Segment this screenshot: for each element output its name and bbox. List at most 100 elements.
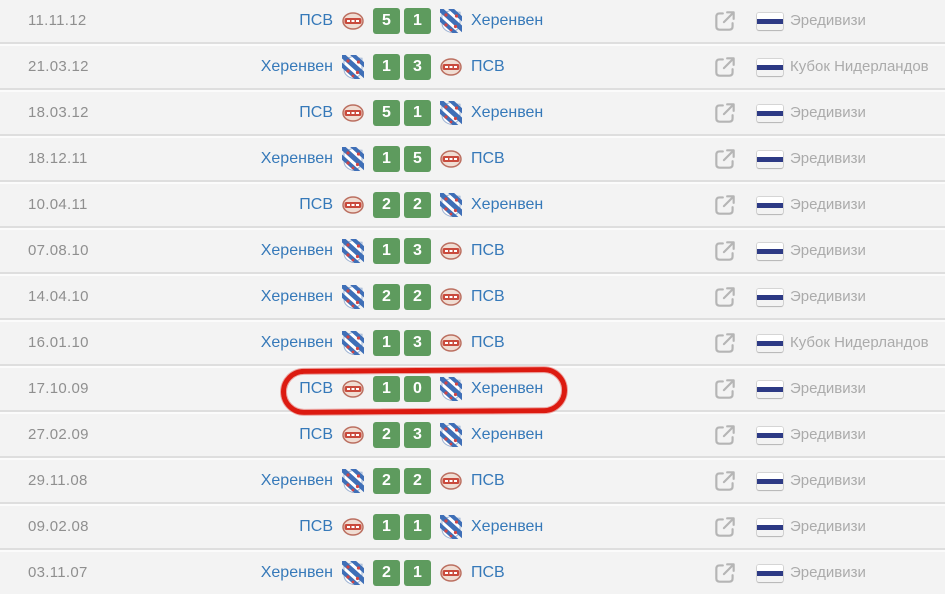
home-team-logo xyxy=(342,377,364,401)
external-link-icon[interactable] xyxy=(712,284,738,310)
away-team-link[interactable]: Херенвен xyxy=(471,12,544,29)
home-team-link[interactable]: Херенвен xyxy=(260,150,333,167)
home-team-link[interactable]: ПСВ xyxy=(299,104,333,121)
row-divider xyxy=(0,180,945,184)
external-link-icon[interactable] xyxy=(712,468,738,494)
away-team-link[interactable]: ПСВ xyxy=(471,564,505,581)
home-team-block: ПСВ xyxy=(299,92,400,134)
flag-blue-stripe xyxy=(757,248,783,255)
row-divider xyxy=(0,134,945,138)
home-team-block: Херенвен xyxy=(261,46,400,88)
home-team-block: ПСВ xyxy=(299,184,400,226)
home-team-link[interactable]: ПСВ xyxy=(299,12,333,29)
match-date: 16.01.10 xyxy=(28,334,89,351)
row-divider xyxy=(0,548,945,552)
heerenveen-club-logo-icon xyxy=(440,9,462,34)
away-team-link[interactable]: ПСВ xyxy=(471,288,505,305)
away-score: 1 xyxy=(404,560,431,586)
home-team-link[interactable]: ПСВ xyxy=(299,380,333,397)
psv-club-logo-icon xyxy=(440,564,462,582)
external-link-icon[interactable] xyxy=(712,238,738,264)
away-team-logo xyxy=(440,561,462,585)
match-row: 11.11.12 ПСВ xyxy=(0,0,945,42)
home-team-block: Херенвен xyxy=(261,460,400,502)
away-team-block: 1 xyxy=(404,92,543,134)
psv-club-logo-icon xyxy=(440,150,462,168)
away-score: 3 xyxy=(404,422,431,448)
match-row: 16.01.10 Херенвен xyxy=(0,322,945,364)
away-team-block: 3 xyxy=(404,46,505,88)
away-team-logo xyxy=(440,377,462,402)
home-team-link[interactable]: Херенвен xyxy=(260,242,333,259)
flag-white-stripe xyxy=(757,565,783,571)
psv-club-logo-icon xyxy=(342,196,364,214)
external-link-icon[interactable] xyxy=(712,514,738,540)
home-team-logo xyxy=(342,147,364,172)
home-team-logo xyxy=(342,55,364,80)
away-team-logo xyxy=(440,193,462,218)
away-team-link[interactable]: Херенвен xyxy=(471,426,544,443)
heerenveen-club-logo-icon xyxy=(440,193,462,218)
heerenveen-club-logo-icon xyxy=(342,147,364,172)
home-team-logo xyxy=(342,193,364,217)
league-name: Эредивизи xyxy=(790,242,866,259)
match-date: 27.02.09 xyxy=(28,426,89,443)
match-row: 03.11.07 Херенвен xyxy=(0,552,945,594)
away-team-block: 2 xyxy=(404,276,505,318)
home-team-link[interactable]: Херенвен xyxy=(260,564,333,581)
external-link-icon[interactable] xyxy=(712,560,738,586)
home-team-link[interactable]: ПСВ xyxy=(299,518,333,535)
home-score: 1 xyxy=(373,238,400,264)
away-team-link[interactable]: Херенвен xyxy=(471,196,544,213)
row-divider xyxy=(0,456,945,460)
home-team-link[interactable]: ПСВ xyxy=(299,196,333,213)
psv-club-logo-icon xyxy=(440,288,462,306)
home-score: 5 xyxy=(373,8,400,34)
heerenveen-club-logo-icon xyxy=(440,377,462,402)
psv-club-logo-icon xyxy=(440,334,462,352)
league-name: Эредивизи xyxy=(790,12,866,29)
netherlands-flag-icon xyxy=(757,427,783,444)
away-team-logo xyxy=(440,331,462,355)
external-link-icon[interactable] xyxy=(712,376,738,402)
away-team-link[interactable]: Херенвен xyxy=(471,518,544,535)
external-link-icon[interactable] xyxy=(712,54,738,80)
away-team-link[interactable]: Херенвен xyxy=(471,380,544,397)
away-score: 3 xyxy=(404,54,431,80)
heerenveen-club-logo-icon xyxy=(342,331,364,356)
row-divider xyxy=(0,502,945,506)
away-team-link[interactable]: Херенвен xyxy=(471,104,544,121)
match-date: 14.04.10 xyxy=(28,288,89,305)
away-team-logo xyxy=(440,55,462,79)
external-link-icon[interactable] xyxy=(712,330,738,356)
netherlands-flag-icon xyxy=(757,381,783,398)
away-team-link[interactable]: ПСВ xyxy=(471,58,505,75)
external-link-icon[interactable] xyxy=(712,422,738,448)
home-team-block: Херенвен xyxy=(261,138,400,180)
home-team-logo xyxy=(342,331,364,356)
away-team-link[interactable]: ПСВ xyxy=(471,334,505,351)
away-score: 3 xyxy=(404,238,431,264)
home-team-link[interactable]: Херенвен xyxy=(260,472,333,489)
external-link-icon[interactable] xyxy=(712,192,738,218)
external-link-icon[interactable] xyxy=(712,146,738,172)
away-team-link[interactable]: ПСВ xyxy=(471,472,505,489)
psv-club-logo-icon xyxy=(440,58,462,76)
home-team-link[interactable]: Херенвен xyxy=(260,288,333,305)
flag-blue-stripe xyxy=(757,110,783,117)
match-row: 27.02.09 ПСВ xyxy=(0,414,945,456)
match-row: 10.04.11 ПСВ xyxy=(0,184,945,226)
external-link-icon[interactable] xyxy=(712,8,738,34)
home-team-link[interactable]: Херенвен xyxy=(260,334,333,351)
away-team-link[interactable]: ПСВ xyxy=(471,242,505,259)
home-team-link[interactable]: Херенвен xyxy=(260,58,333,75)
psv-club-logo-icon xyxy=(342,380,364,398)
external-link-icon[interactable] xyxy=(712,100,738,126)
flag-white-stripe xyxy=(757,519,783,525)
away-team-link[interactable]: ПСВ xyxy=(471,150,505,167)
heerenveen-club-logo-icon xyxy=(342,561,364,586)
away-team-block: 0 xyxy=(404,368,543,410)
home-score: 1 xyxy=(373,146,400,172)
home-team-link[interactable]: ПСВ xyxy=(299,426,333,443)
